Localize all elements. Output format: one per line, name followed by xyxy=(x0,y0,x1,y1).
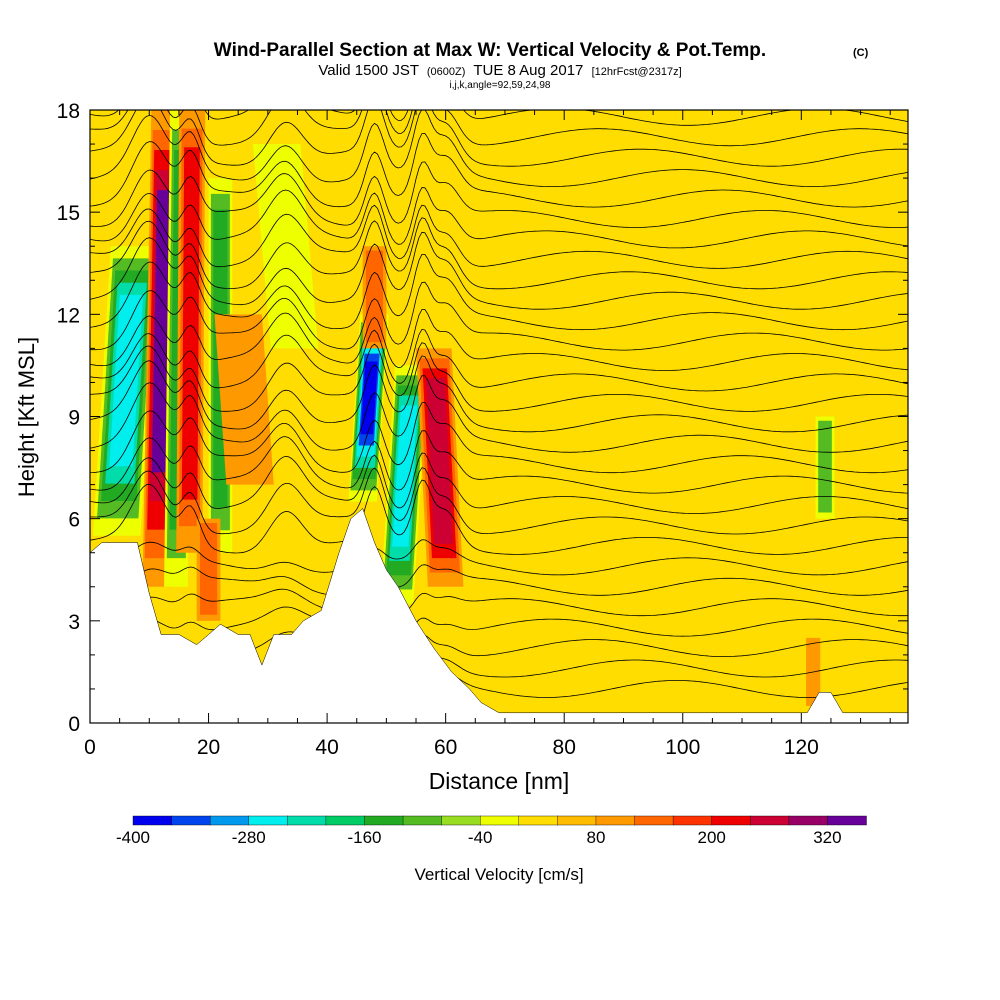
y-axis: 0 3 6 9 12 15 18 xyxy=(57,100,908,736)
colorbar-swatch xyxy=(788,815,829,826)
colorbar-tick-label: -280 xyxy=(232,828,266,847)
valid-time-line: Valid 1500 JST (0600Z) TUE 8 Aug 2017 [1… xyxy=(318,62,681,79)
y-tick-label: 0 xyxy=(68,713,80,736)
colorbar-swatch xyxy=(132,815,173,826)
x-tick-label: 120 xyxy=(784,736,819,759)
isentrope-line xyxy=(90,110,908,167)
x-axis: 0 20 40 60 80 100 120 xyxy=(84,110,891,759)
colorbar-swatch xyxy=(634,815,674,826)
colorbar-label: Vertical Velocity [cm/s] xyxy=(414,865,583,884)
isentrope-line xyxy=(90,110,908,147)
y-tick-label: 12 xyxy=(57,304,80,327)
velocity-band xyxy=(181,147,200,500)
colorbar: -400 -280 -160 -40 80 200 320 xyxy=(116,815,867,847)
colorbar-swatch xyxy=(518,815,559,826)
isentrope-line xyxy=(90,309,908,371)
colorbar-swatch xyxy=(441,815,481,826)
isentrope-line xyxy=(90,204,908,269)
isentrope-line xyxy=(90,452,908,515)
isentrope-line xyxy=(90,467,908,535)
isentrope-line xyxy=(90,355,908,433)
y-tick-label: 3 xyxy=(68,611,80,634)
isentrope-line xyxy=(90,539,908,576)
colorbar-swatch xyxy=(287,815,327,826)
copyright-mark: (C) xyxy=(853,47,869,59)
colorbar-tick-label: -40 xyxy=(468,828,493,847)
valid-utc: (0600Z) xyxy=(427,66,466,78)
velocity-band xyxy=(253,144,319,349)
velocity-band xyxy=(109,294,144,467)
chart-title: Wind-Parallel Section at Max W: Vertical… xyxy=(214,40,766,61)
y-tick-label: 9 xyxy=(68,407,80,430)
colorbar-tick-label: 80 xyxy=(586,828,605,847)
velocity-band xyxy=(365,250,384,343)
potential-temperature-contours xyxy=(90,110,908,698)
isentrope-line xyxy=(90,479,908,555)
colorbar-swatch xyxy=(557,815,597,826)
velocity-band xyxy=(425,378,454,544)
isentrope-line xyxy=(90,231,908,310)
isentrope-line xyxy=(90,564,908,596)
colorbar-swatch xyxy=(480,815,520,826)
isentrope-line xyxy=(90,161,908,228)
colorbar-swatch xyxy=(750,815,790,826)
colorbar-swatch xyxy=(209,815,250,826)
x-tick-label: 0 xyxy=(84,736,96,759)
isentrope-line xyxy=(90,110,908,187)
isentrope-line xyxy=(90,254,908,331)
valid-date: TUE 8 Aug 2017 xyxy=(473,62,583,79)
valid-time: Valid 1500 JST xyxy=(318,62,418,79)
y-tick-label: 18 xyxy=(57,100,80,123)
y-tick-label: 6 xyxy=(68,509,80,532)
forecast-info: [12hrFcst@2317z] xyxy=(592,66,682,78)
colorbar-swatch xyxy=(325,815,366,826)
x-tick-label: 20 xyxy=(197,736,220,759)
colorbar-swatch xyxy=(402,815,443,826)
colorbar-swatch xyxy=(248,815,289,826)
velocity-band xyxy=(214,314,274,485)
isentrope-line xyxy=(90,217,908,290)
colorbar-swatch xyxy=(672,815,713,826)
isentrope-line xyxy=(90,187,908,249)
colorbar-swatch xyxy=(364,815,404,826)
x-tick-label: 100 xyxy=(665,736,700,759)
grid-indices: i,j,k,angle=92,59,24,98 xyxy=(450,80,551,91)
x-tick-label: 80 xyxy=(553,736,576,759)
isentrope-line xyxy=(90,342,908,412)
velocity-band xyxy=(818,420,832,513)
colorbar-swatch xyxy=(827,815,867,826)
colorbar-swatch xyxy=(711,815,751,826)
isentrope-line xyxy=(90,328,908,392)
colorbar-tick-label: 320 xyxy=(813,828,841,847)
colorbar-tick-label: -160 xyxy=(347,828,381,847)
isentrope-line xyxy=(90,132,908,208)
x-axis-label: Distance [nm] xyxy=(429,768,570,794)
isentrope-line xyxy=(90,430,908,494)
isentrope-line xyxy=(90,588,908,617)
x-tick-label: 40 xyxy=(315,736,338,759)
velocity-band xyxy=(200,522,218,615)
isentrope-line xyxy=(90,401,908,474)
colorbar-swatch xyxy=(595,815,636,826)
terrain xyxy=(90,508,908,723)
y-axis-label: Height [Kft MSL] xyxy=(14,337,39,497)
plot-area xyxy=(90,110,908,723)
colorbar-tick-label: 200 xyxy=(697,828,725,847)
colorbar-swatch xyxy=(171,815,211,826)
y-tick-label: 15 xyxy=(57,202,80,225)
x-tick-label: 60 xyxy=(434,736,457,759)
isentrope-line xyxy=(90,375,908,453)
colorbar-tick-label: -400 xyxy=(116,828,150,847)
isentrope-line xyxy=(90,281,908,351)
